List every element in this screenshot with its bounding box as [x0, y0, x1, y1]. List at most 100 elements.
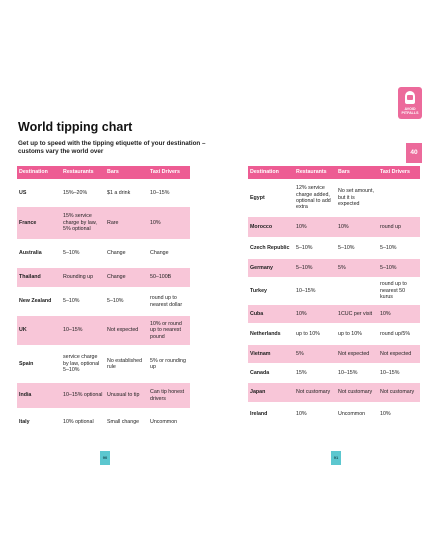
cell-destination: Australia [19, 250, 42, 257]
cell-destination: France [17, 207, 61, 239]
cell-destination: Spain [19, 360, 34, 367]
header-restaurants: Restaurants [61, 166, 105, 179]
table-row: India 10–15% optional Unusual to tip Can… [17, 383, 190, 408]
cell-restaurants: 5–10% [63, 250, 80, 257]
table-row: France 15% service charge by law, 5% opt… [17, 207, 190, 239]
cell-bars: 1CUC per visit [336, 305, 378, 323]
table-row: Canada 15% 10–15% 10–15% [248, 363, 420, 383]
cell-bars: 5% [336, 259, 378, 277]
table-row: Cuba 10% 1CUC per visit 10% [248, 305, 420, 323]
cell-bars: No set amount, but it is expected [338, 188, 374, 208]
cell-taxi: Not customary [378, 383, 420, 402]
table-row: Czech Republic 5–10% 5–10% 5–10% [248, 237, 420, 259]
cell-taxi: round up to nearest 50 kurus [380, 281, 407, 301]
cell-restaurants: up to 10% [296, 330, 320, 337]
cell-destination: Japan [248, 383, 294, 402]
cell-restaurants: 12% service charge added, optional to ad… [296, 185, 331, 211]
cell-bars: Unusual to tip [105, 383, 148, 408]
cell-bars: 10–15% [338, 369, 358, 376]
cell-taxi: round up [378, 217, 420, 237]
cell-taxi: 10% [380, 411, 391, 418]
cell-destination: Morocco [248, 217, 294, 237]
header-bars: Bars [105, 166, 148, 179]
warning-person-icon [405, 91, 415, 104]
cell-destination: Canada [250, 369, 270, 376]
table-row: UK 10–15% Not expected 10% or round up t… [17, 316, 190, 345]
cell-bars: No established rule [107, 357, 143, 370]
table-row: Egypt 12% service charge added, optional… [248, 179, 420, 217]
cell-taxi: Can tip honest drivers [148, 383, 190, 408]
table-row: Turkey 10–15% round up to nearest 50 kur… [248, 277, 420, 305]
header-taxi-drivers: Taxi Drivers [148, 166, 190, 179]
header-taxi-drivers: Taxi Drivers [378, 166, 420, 179]
cell-bars: Not expected [105, 316, 148, 345]
cell-restaurants: 5–10% [63, 298, 80, 305]
cell-bars: up to 10% [338, 330, 362, 337]
cell-bars: Not customary [336, 383, 378, 402]
cell-bars: Rare [105, 207, 148, 239]
cell-bars [336, 277, 378, 305]
chapter-number-tab: 40 [406, 143, 422, 163]
cell-destination: UK [17, 316, 61, 345]
cell-destination: Turkey [250, 287, 267, 294]
table-row: Japan Not customary Not customary Not cu… [248, 383, 420, 402]
cell-destination: Cuba [248, 305, 294, 323]
table-row: Morocco 10% 10% round up [248, 217, 420, 237]
cell-taxi: Uncommon [150, 418, 178, 425]
cell-restaurants: 15% [296, 369, 307, 376]
cell-destination: Vietnam [248, 345, 294, 363]
badge-label: AVOID PITFALLS [401, 107, 419, 116]
cell-bars: Uncommon [338, 411, 366, 418]
table-row: Spain service charge by law, optional 5–… [17, 345, 190, 383]
table-row: Italy 10% optional Small change Uncommon [17, 408, 190, 436]
cell-restaurants: service charge by law, optional 5–10% [63, 354, 100, 374]
cell-restaurants: 15% service charge by law, 5% optional [61, 207, 105, 239]
cell-destination: Germany [248, 259, 294, 277]
header-restaurants: Restaurants [294, 166, 336, 179]
table-row: Netherlands up to 10% up to 10% round up… [248, 323, 420, 345]
left-page: World tipping chart Get up to speed with… [17, 120, 206, 465]
page-subtitle: Get up to speed with the tipping etiquet… [18, 140, 206, 156]
cell-bars: 10% [336, 217, 378, 237]
header-destination: Destination [248, 166, 294, 179]
cell-bars: Change [107, 250, 126, 257]
page-number-right: 91 [331, 451, 341, 465]
cell-destination: Egypt [250, 194, 265, 201]
cell-destination: Ireland [250, 411, 268, 418]
table-row: Thailand Rounding up Change 50–100B [17, 268, 190, 287]
cell-bars: Change [105, 268, 148, 287]
page-number-left: 90 [100, 451, 110, 465]
cell-taxi: 50–100B [148, 268, 190, 287]
cell-restaurants: 5–10% [294, 259, 336, 277]
cell-restaurants: 10% [294, 217, 336, 237]
cell-taxi: Not expected [378, 345, 420, 363]
table-row: Germany 5–10% 5% 5–10% [248, 259, 420, 277]
table-row: Vietnam 5% Not expected Not expected [248, 345, 420, 363]
cell-restaurants: 10–15% [61, 316, 105, 345]
cell-restaurants: 10–15% [296, 287, 316, 294]
cell-taxi: 10–15% [150, 189, 170, 196]
cell-restaurants: 10% [296, 411, 307, 418]
table-row: Australia 5–10% Change Change [17, 239, 190, 268]
table-row: New Zealand 5–10% 5–10% round up to near… [17, 287, 190, 316]
cell-destination: Italy [19, 418, 30, 425]
cell-bars: 5–10% [107, 298, 124, 305]
cell-taxi: 5–10% [380, 244, 397, 251]
cell-taxi: 5% or rounding up [150, 357, 186, 370]
cell-taxi: 10% [378, 305, 420, 323]
cell-restaurants: Not customary [294, 383, 336, 402]
cell-bars: $1 a drink [107, 189, 131, 196]
cell-bars: 5–10% [338, 244, 355, 251]
cell-restaurants: 10% optional [63, 418, 94, 425]
cell-restaurants: 15%–20% [63, 189, 88, 196]
cell-destination: Thailand [17, 268, 61, 287]
cell-destination: Netherlands [250, 330, 281, 337]
table-header-row: Destination Restaurants Bars Taxi Driver… [17, 166, 190, 179]
tipping-table-left: Destination Restaurants Bars Taxi Driver… [17, 166, 190, 436]
cell-restaurants: 5% [294, 345, 336, 363]
cell-bars: Small change [107, 418, 140, 425]
cell-restaurants: 10–15% optional [61, 383, 105, 408]
cell-taxi: 10% or round up to nearest pound [148, 316, 190, 345]
cell-taxi: 10% [148, 207, 190, 239]
table-row: US 15%–20% $1 a drink 10–15% [17, 179, 190, 207]
